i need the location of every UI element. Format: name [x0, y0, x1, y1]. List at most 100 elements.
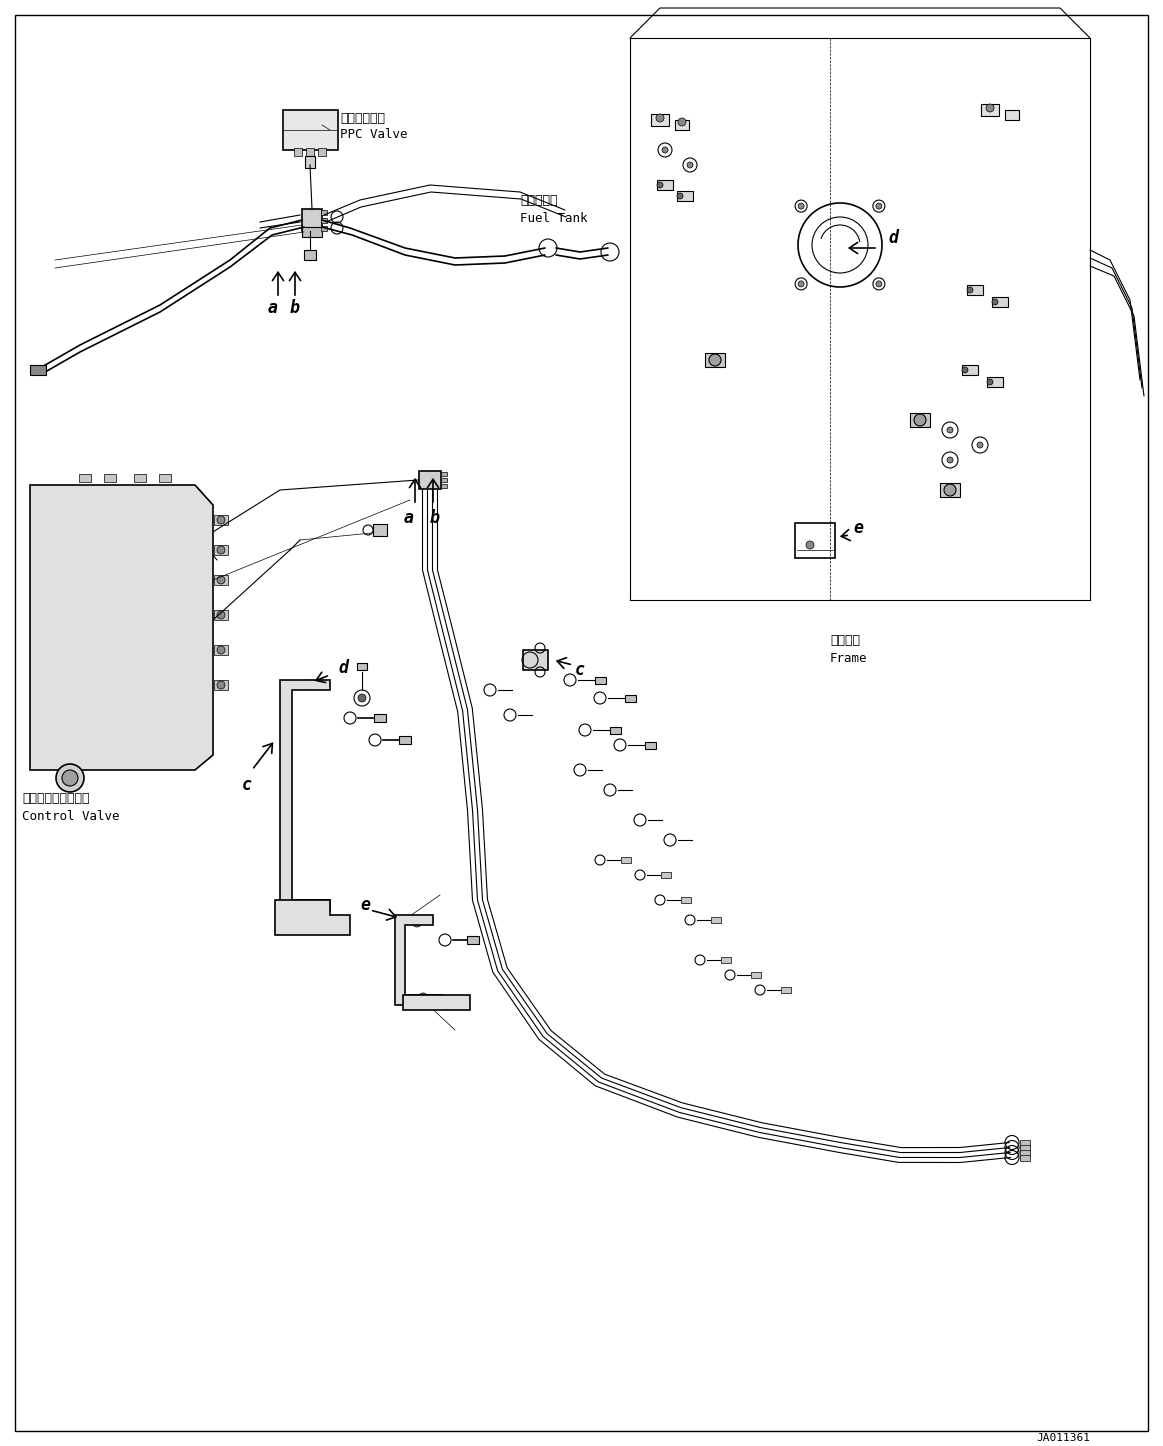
Bar — [302, 227, 322, 237]
Bar — [982, 104, 999, 116]
Bar — [214, 576, 228, 586]
Bar — [306, 147, 314, 156]
Polygon shape — [280, 680, 330, 910]
Bar — [468, 936, 479, 944]
Bar — [214, 645, 228, 655]
Bar — [594, 677, 606, 684]
Circle shape — [798, 202, 804, 210]
Bar — [321, 210, 327, 214]
Circle shape — [987, 379, 993, 385]
Circle shape — [418, 993, 428, 1004]
Circle shape — [281, 790, 291, 800]
Text: e: e — [852, 519, 863, 536]
Text: d: d — [889, 228, 898, 247]
Circle shape — [358, 694, 366, 701]
Bar — [374, 714, 386, 722]
Bar — [159, 474, 171, 482]
Bar — [441, 484, 447, 487]
Bar — [321, 217, 327, 223]
Bar — [1020, 1154, 1030, 1161]
Bar — [651, 114, 669, 126]
Circle shape — [986, 104, 994, 111]
Bar — [909, 414, 930, 427]
Bar — [419, 471, 441, 489]
Bar — [305, 156, 315, 168]
Bar — [782, 988, 791, 993]
Circle shape — [217, 681, 224, 688]
Bar — [661, 872, 671, 878]
Text: e: e — [361, 897, 370, 914]
Text: フレーム: フレーム — [830, 633, 859, 646]
Bar — [134, 474, 147, 482]
Text: PPC Valve: PPC Valve — [340, 129, 407, 142]
Bar — [795, 522, 835, 558]
Bar — [711, 917, 721, 923]
Bar — [962, 364, 978, 375]
Circle shape — [217, 576, 224, 584]
Text: c: c — [575, 661, 585, 680]
Circle shape — [656, 114, 664, 121]
Bar — [675, 120, 688, 130]
Bar — [399, 736, 411, 745]
Circle shape — [876, 281, 882, 286]
Circle shape — [217, 547, 224, 554]
Circle shape — [395, 954, 405, 964]
Bar — [677, 191, 693, 201]
Circle shape — [657, 182, 663, 188]
Bar — [1020, 1150, 1030, 1155]
Bar — [214, 515, 228, 525]
Circle shape — [300, 680, 311, 690]
Circle shape — [687, 162, 693, 168]
Circle shape — [217, 612, 224, 619]
Circle shape — [876, 202, 882, 210]
Bar — [721, 957, 732, 963]
Polygon shape — [30, 484, 213, 771]
Circle shape — [947, 427, 952, 432]
Text: a: a — [404, 509, 414, 526]
Text: ＰＰＣバルブ: ＰＰＣバルブ — [340, 111, 385, 124]
Bar — [79, 474, 91, 482]
Circle shape — [217, 516, 224, 523]
Circle shape — [217, 646, 224, 654]
Circle shape — [300, 899, 311, 910]
Circle shape — [678, 119, 686, 126]
Text: c: c — [242, 777, 252, 794]
Bar — [1020, 1144, 1030, 1151]
Circle shape — [947, 457, 952, 463]
Bar — [302, 210, 322, 231]
Bar — [751, 972, 761, 977]
Bar — [294, 147, 302, 156]
Circle shape — [412, 917, 422, 927]
Circle shape — [966, 286, 973, 294]
Bar — [441, 471, 447, 476]
Circle shape — [56, 763, 84, 792]
Bar — [104, 474, 116, 482]
Bar — [992, 296, 1008, 307]
Circle shape — [662, 147, 668, 153]
Polygon shape — [274, 899, 350, 936]
Text: Frame: Frame — [830, 652, 868, 665]
Bar — [966, 285, 983, 295]
Bar — [304, 250, 316, 260]
Bar — [705, 353, 725, 367]
Text: b: b — [430, 509, 440, 526]
Bar — [621, 857, 632, 863]
Bar — [214, 680, 228, 690]
Text: JA011361: JA011361 — [1036, 1433, 1090, 1443]
Bar — [357, 662, 368, 669]
Bar — [644, 742, 656, 749]
Text: Fuel Tank: Fuel Tank — [520, 211, 587, 224]
Circle shape — [914, 414, 926, 427]
Circle shape — [798, 281, 804, 286]
Text: 燃料タンク: 燃料タンク — [520, 194, 557, 207]
Bar — [1005, 110, 1019, 120]
Bar — [321, 226, 327, 230]
Bar — [625, 694, 635, 701]
Bar — [441, 479, 447, 482]
Bar — [283, 110, 337, 150]
Bar — [214, 610, 228, 620]
Bar — [522, 651, 548, 669]
Bar — [373, 523, 387, 536]
Circle shape — [992, 299, 998, 305]
Bar — [214, 545, 228, 555]
